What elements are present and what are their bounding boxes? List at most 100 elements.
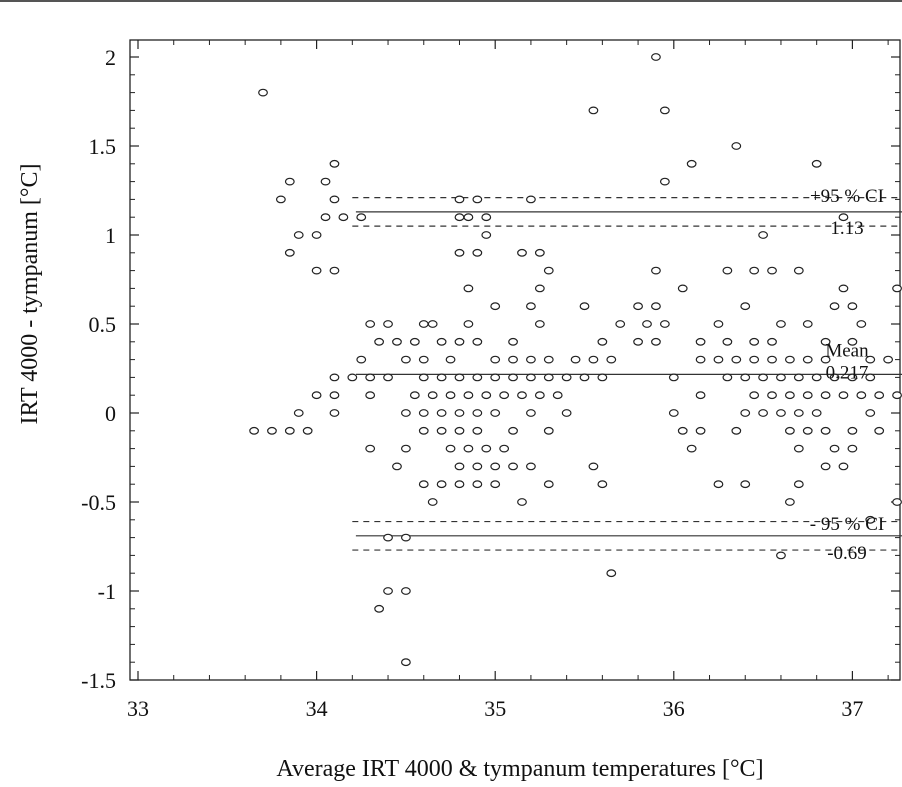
annotation-lower-value: -0.69 [827,543,867,564]
data-point [481,213,492,222]
data-point [606,569,617,578]
data-point [686,159,697,168]
data-point [436,409,447,417]
data-point [651,337,661,346]
data-point [508,462,518,471]
x-tick-label: 36 [663,696,685,721]
data-point [561,373,572,382]
data-point [383,373,393,382]
data-point [811,159,822,168]
data-point [454,373,465,382]
data-point [365,444,376,453]
data-point [677,284,688,293]
data-point [365,391,376,400]
data-point [311,391,322,400]
data-point [874,391,885,400]
data-point [526,373,536,382]
data-point [427,320,438,328]
data-point [892,391,902,400]
data-point [490,302,501,311]
y-tick-label: -1.5 [81,668,116,693]
annotation-upper-label: +95 % CI [810,186,884,207]
data-point [713,480,724,489]
data-point [293,231,304,239]
data-point [526,195,536,204]
data-point [454,248,465,257]
data-point [267,426,277,435]
data-point [374,337,385,346]
data-point [436,480,447,489]
data-point [677,426,688,435]
data-point [579,302,590,311]
data-point [829,444,840,453]
data-point [543,426,554,435]
data-point [829,302,840,311]
y-tick-label: -1 [98,579,116,604]
data-point [802,355,813,364]
data-point [579,373,590,382]
data-point [534,248,545,257]
data-point [865,373,876,382]
data-point [499,391,510,400]
data-point [597,373,608,382]
data-point [374,604,385,613]
data-point [784,426,795,435]
data-point [758,373,768,382]
data-point [499,444,510,453]
data-point [356,213,367,222]
data-point [383,320,393,328]
data-point [892,498,902,506]
data-point [722,266,733,275]
data-point [847,302,858,311]
data-point [409,391,420,400]
data-point [526,302,536,311]
x-tick-label: 34 [306,696,328,721]
data-point [320,177,331,186]
data-point [633,302,643,311]
y-tick-label: -0.5 [81,490,116,515]
data-point [418,320,429,328]
data-point [418,426,429,435]
data-point [365,320,376,328]
data-point [570,355,581,364]
annotation-mean-label: Mean [825,340,869,361]
data-point [767,355,777,364]
data-point [740,302,751,311]
data-point [401,658,411,667]
data-point [472,426,483,435]
data-point [588,462,599,471]
data-point [454,426,465,435]
data-point [749,266,760,275]
data-point [829,373,840,382]
data-point [454,409,465,417]
data-point [329,409,340,417]
data-point [329,266,340,275]
data-point [651,53,661,61]
data-point [284,248,295,257]
data-point [517,391,527,400]
data-point [838,213,849,222]
data-point [481,444,492,453]
data-point [713,320,724,328]
data-point [418,373,429,382]
x-axis-label: Average IRT 4000 & tympanum temperatures… [276,756,763,782]
data-point [615,320,626,328]
data-point [749,355,760,364]
data-point [776,373,786,382]
data-point [793,266,804,275]
data-point [490,409,501,417]
data-point [392,462,402,471]
data-point [454,462,465,471]
data-point [793,480,804,489]
data-point [383,533,393,542]
data-point [588,106,599,115]
data-point [329,195,340,204]
data-point [883,355,894,364]
data-point [722,373,733,382]
data-point [392,337,402,346]
annotation-mean-value: 0.217 [826,362,869,383]
data-point [865,409,876,417]
data-point [526,355,536,364]
